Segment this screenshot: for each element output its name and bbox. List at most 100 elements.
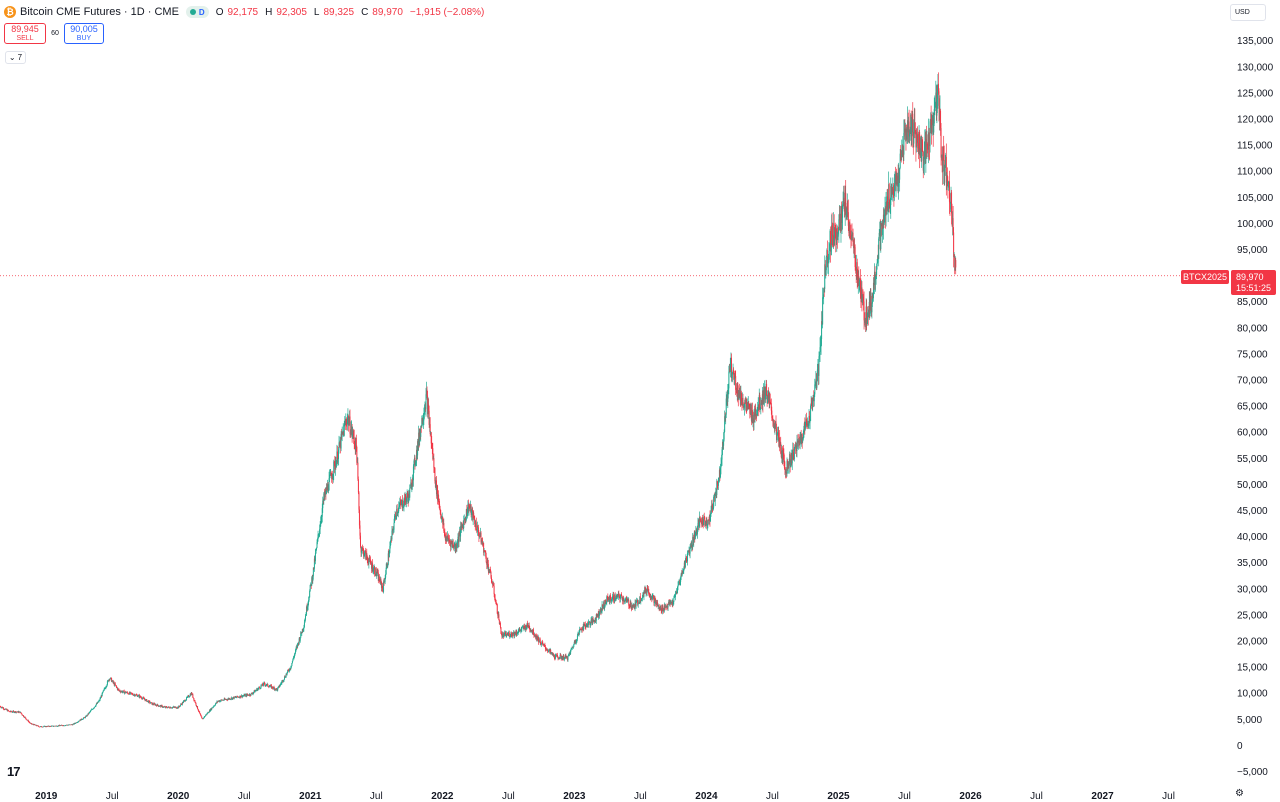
candle-body — [385, 574, 387, 578]
gear-icon[interactable]: ⚙ — [1235, 788, 1244, 799]
candle-body — [952, 218, 954, 233]
candle-body — [733, 374, 735, 379]
candle-body — [825, 257, 827, 271]
candle-body — [780, 453, 782, 458]
candle-body — [200, 714, 202, 716]
candle-body — [811, 405, 813, 408]
candle-body — [99, 698, 101, 701]
candle-body — [233, 697, 235, 699]
candle-body — [878, 238, 880, 259]
candle-body — [859, 278, 861, 283]
candle-body — [64, 725, 66, 726]
candle-body — [402, 506, 404, 508]
candle-body — [619, 596, 621, 599]
candle-body — [627, 600, 629, 601]
candle-body — [395, 515, 397, 517]
candle-body — [120, 691, 122, 693]
candle-body — [888, 184, 890, 210]
candle-body — [637, 600, 639, 605]
candle-body — [889, 206, 891, 208]
candle-body — [551, 652, 553, 653]
candle-body — [315, 547, 317, 550]
candle-body — [757, 405, 759, 410]
candle-body — [565, 655, 567, 658]
candle-body — [652, 595, 654, 597]
time-axis[interactable]: 2019 Jul 2020 Jul 2021 Jul 2022 Jul 2023 Jul 2024 J… — [35, 791, 1175, 802]
candle-body — [251, 693, 253, 694]
candle-body — [126, 692, 128, 693]
indicators-toggle-button[interactable]: ⌄ 7 — [5, 51, 26, 64]
symbol-title[interactable]: Bitcoin CME Futures · 1D · CME — [20, 6, 179, 18]
candle-body — [460, 526, 462, 537]
candle-body — [485, 551, 487, 557]
tradingview-logo-icon[interactable]: 17 — [7, 764, 21, 779]
candle-body — [665, 606, 667, 608]
candle-body — [391, 529, 393, 531]
candle-body — [282, 680, 284, 682]
candle-body — [340, 433, 342, 449]
candle-body — [180, 704, 182, 705]
candle-body — [789, 453, 791, 463]
buy-button[interactable]: 90,005 BUY — [64, 23, 104, 44]
candle-body — [907, 120, 909, 129]
candle-body — [400, 501, 402, 505]
candle-body — [318, 533, 320, 535]
candle-body — [684, 562, 686, 568]
candle-body — [800, 434, 802, 440]
candle-body — [190, 694, 192, 696]
candle-body — [566, 659, 568, 660]
candle-body — [173, 706, 175, 708]
candle-body — [271, 686, 273, 689]
candle-body — [66, 724, 68, 726]
candle-body — [3, 709, 5, 710]
candle-body — [439, 504, 441, 509]
candle-body — [114, 683, 116, 686]
candle-body — [331, 475, 333, 480]
sell-button[interactable]: 89,945 SELL — [4, 23, 46, 44]
candle-body — [350, 433, 352, 435]
candle-body — [486, 562, 488, 565]
candle-body — [153, 704, 155, 705]
candle-body — [237, 696, 239, 698]
candle-body — [193, 700, 195, 701]
candle-body — [334, 461, 336, 470]
candle-body — [723, 431, 725, 440]
candle-body — [349, 416, 351, 434]
candle-body — [423, 414, 425, 421]
candle-body — [207, 712, 209, 714]
candle-body — [485, 556, 487, 563]
market-status-badge[interactable]: D — [185, 6, 209, 18]
price-axis[interactable]: −5,00005,00010,00015,00020,00025,00030,0… — [1237, 36, 1274, 778]
candle-body — [218, 700, 220, 702]
candle-body — [811, 402, 813, 406]
x-tick-label: 2027 — [1091, 791, 1114, 802]
candle-body — [903, 132, 905, 155]
candle-body — [936, 98, 938, 116]
candle-body — [766, 383, 768, 396]
candle-body — [834, 227, 836, 239]
candle-body — [746, 406, 748, 410]
candle-body — [627, 600, 629, 602]
candle-body — [763, 390, 765, 399]
candle-body — [552, 653, 554, 656]
candle-body — [806, 423, 808, 426]
candle-body — [13, 710, 15, 712]
currency-button[interactable]: USD — [1230, 4, 1266, 21]
candle-body — [769, 399, 771, 401]
candle-body — [404, 494, 406, 505]
candle-body — [124, 692, 126, 694]
candle-body — [855, 270, 857, 273]
candle-body — [670, 603, 672, 605]
candle-body — [399, 501, 401, 506]
candle-body — [120, 691, 122, 693]
candle-body — [124, 691, 126, 693]
candle-body — [849, 236, 851, 238]
candle-body — [851, 234, 853, 236]
candle-body — [517, 633, 519, 634]
candle-body — [654, 597, 656, 599]
candle-body — [461, 525, 463, 528]
candle-body — [375, 568, 377, 576]
candle-body — [169, 707, 171, 709]
candle-body — [45, 726, 47, 727]
